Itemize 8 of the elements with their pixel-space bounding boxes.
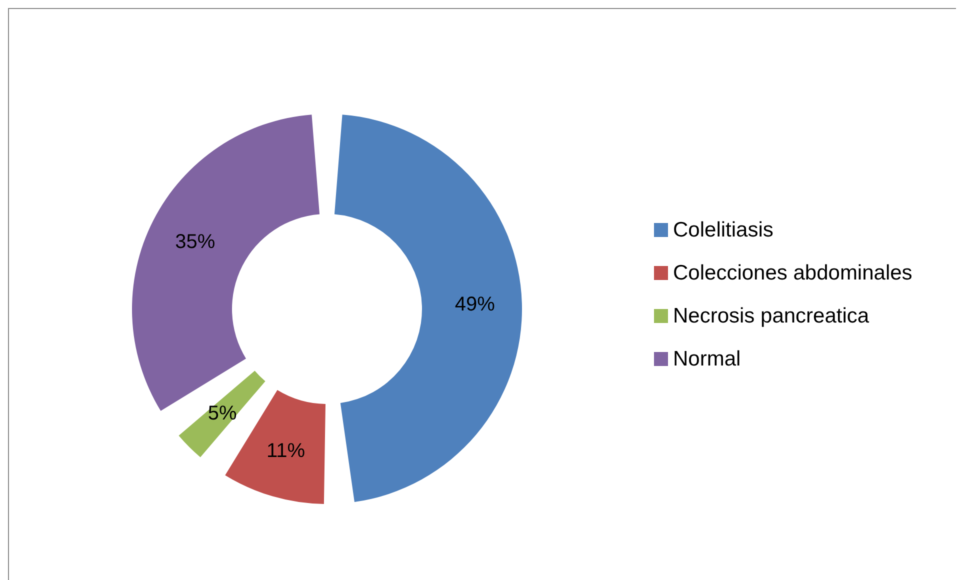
legend-label: Colecciones abdominales (673, 262, 912, 284)
data-label: 35% (175, 230, 216, 253)
data-label: 11% (266, 440, 306, 462)
data-label: 5% (208, 402, 238, 425)
legend-label: Normal (673, 348, 741, 370)
legend-label: Colelitiasis (673, 218, 774, 242)
legend-label: Necrosis pancreatica (673, 304, 870, 328)
data-label: 49% (454, 293, 496, 316)
